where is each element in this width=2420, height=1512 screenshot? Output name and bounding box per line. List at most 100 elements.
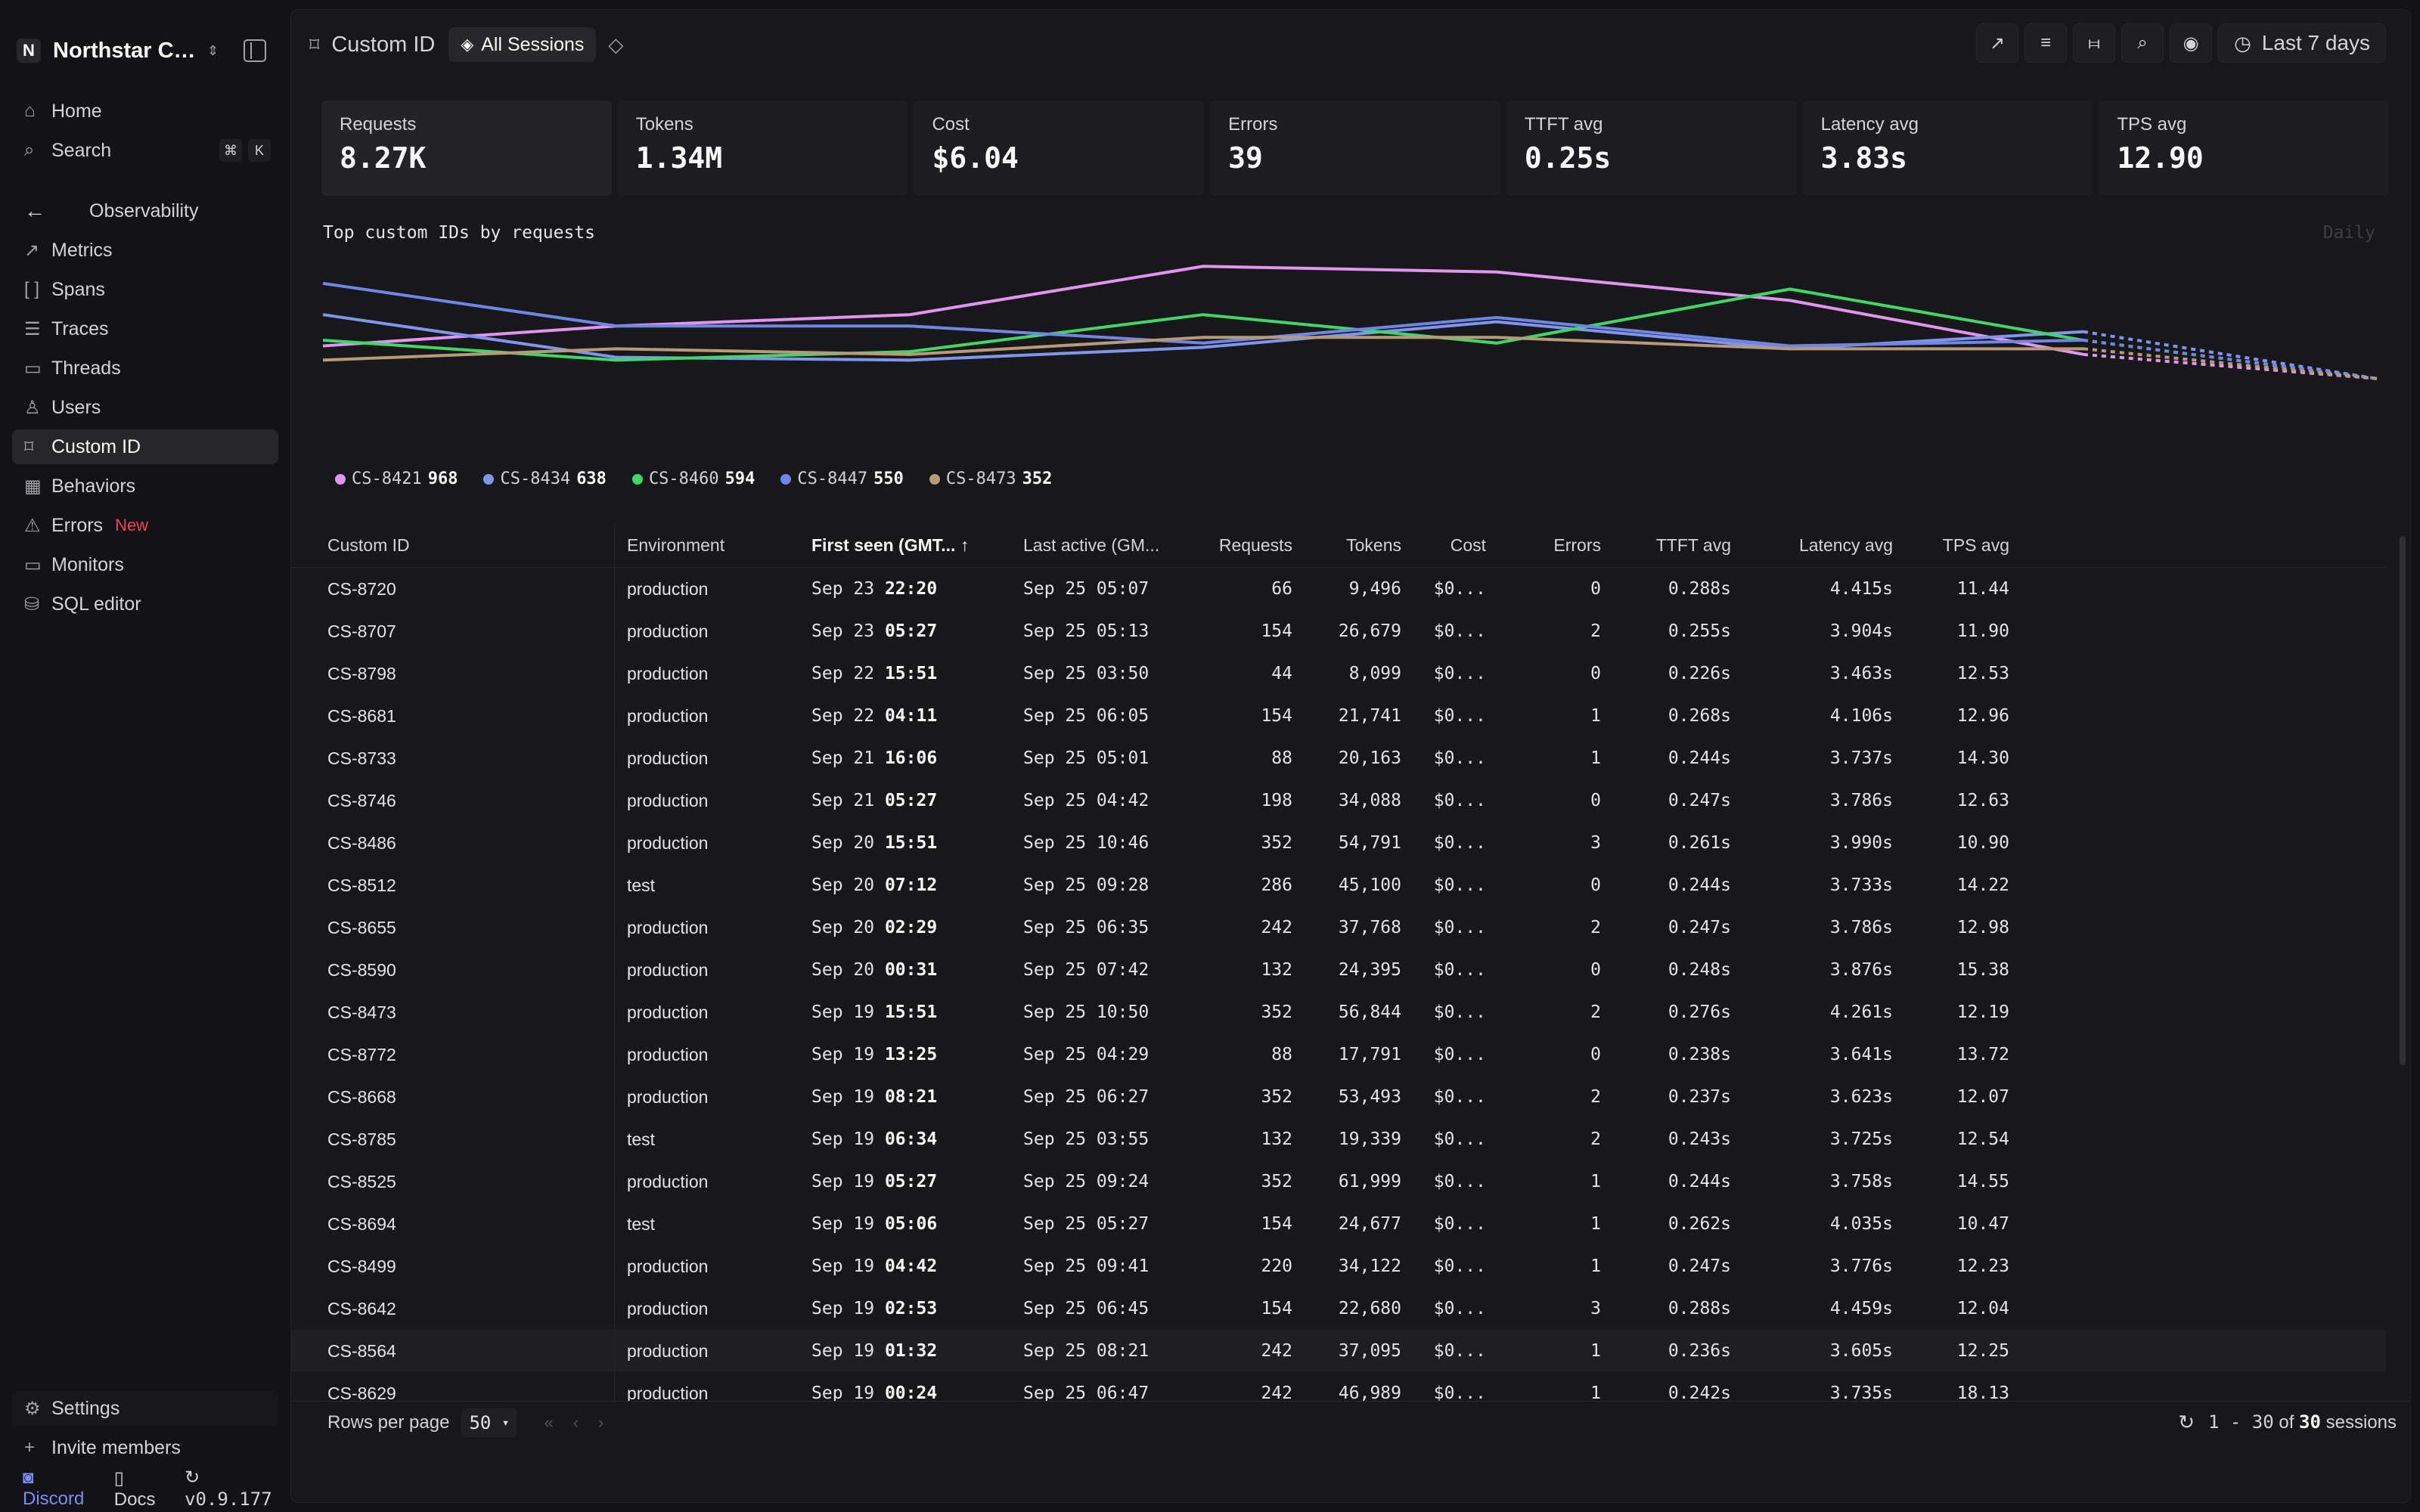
- table-row[interactable]: CS-8733 production Sep 21 16:06 Sep 25 05:0…: [291, 737, 2386, 779]
- sidebar-item-label: Metrics: [51, 239, 113, 261]
- scrollbar[interactable]: [2400, 536, 2406, 1065]
- table-row[interactable]: CS-8785 test Sep 19 06:34 Sep 25 03:55 132 19…: [291, 1118, 2386, 1160]
- nav-search[interactable]: ⌕ Search ⌘ K: [12, 133, 278, 168]
- time-range-label: Last 7 days: [2261, 31, 2370, 54]
- table-row[interactable]: CS-8655 production Sep 20 02:29 Sep 25 06:3…: [291, 906, 2386, 949]
- cell-environment: production: [627, 1383, 709, 1403]
- stat-latency[interactable]: Latency avg 3.83s: [1802, 101, 2093, 196]
- sidebar-item-metrics[interactable]: ↗ Metrics: [12, 233, 278, 268]
- table-row[interactable]: CS-8707 production Sep 23 05:27 Sep 25 05:1…: [291, 610, 2386, 652]
- legend-item[interactable]: CS-8473 352: [929, 469, 1052, 488]
- legend-item[interactable]: CS-8460 594: [631, 469, 755, 488]
- invite-members-label: Invite members: [51, 1436, 181, 1458]
- table-row[interactable]: CS-8564 production Sep 19 01:32 Sep 25 08:2…: [291, 1330, 2386, 1372]
- table-row[interactable]: CS-8668 production Sep 19 08:21 Sep 25 06:2…: [291, 1076, 2386, 1118]
- stat-tokens[interactable]: Tokens 1.34M: [617, 101, 908, 196]
- table-row[interactable]: CS-8499 production Sep 19 04:42 Sep 25 09:4…: [291, 1245, 2386, 1287]
- sidebar-item-settings[interactable]: ⚙ Settings: [12, 1391, 278, 1426]
- sidebar-item-monitors[interactable]: ▭ Monitors: [12, 547, 278, 582]
- docs-link[interactable]: ▯ Docs: [114, 1467, 169, 1510]
- sidebar-toggle-icon[interactable]: [244, 39, 266, 62]
- table-row[interactable]: CS-8629 production Sep 19 00:24 Sep 25 06:4…: [291, 1372, 2386, 1414]
- col-tokens[interactable]: Tokens: [1346, 535, 1401, 555]
- arrow-left-icon[interactable]: ←: [24, 199, 45, 222]
- sidebar-item-behaviors[interactable]: ▦ Behaviors: [12, 469, 278, 503]
- table-row[interactable]: CS-8642 production Sep 19 02:53 Sep 25 06:4…: [291, 1287, 2386, 1330]
- eye-icon[interactable]: ◉: [2170, 23, 2213, 63]
- table-row[interactable]: CS-8694 test Sep 19 05:06 Sep 25 05:27 154 24…: [291, 1203, 2386, 1245]
- invite-members-button[interactable]: + Invite members: [12, 1430, 278, 1465]
- cell-errors: 0: [1590, 664, 1601, 683]
- chart-toggle-icon[interactable]: ↗: [1976, 23, 2019, 63]
- legend-item[interactable]: CS-8447 550: [780, 469, 904, 488]
- sidebar-item-users[interactable]: ♙ Users: [12, 390, 278, 425]
- observability-header[interactable]: ← Observability: [12, 194, 199, 228]
- breadcrumb[interactable]: ⌑ Custom ID: [303, 33, 448, 57]
- table-row[interactable]: CS-8512 test Sep 20 07:12 Sep 25 09:28 286 45…: [291, 864, 2386, 906]
- chart-title: Top custom IDs by requests: [323, 223, 596, 243]
- stat-errors[interactable]: Errors 39: [1210, 101, 1500, 196]
- col-first-seen[interactable]: First seen (GMT... ↑: [805, 535, 1017, 556]
- col-latency[interactable]: Latency avg: [1798, 535, 1893, 555]
- sidebar-item-errors[interactable]: ⚠ Errors New: [12, 508, 278, 543]
- refresh-icon[interactable]: ↻: [2178, 1411, 2195, 1433]
- table-row[interactable]: CS-8473 production Sep 19 15:51 Sep 25 10:5…: [291, 991, 2386, 1033]
- col-cost[interactable]: Cost: [1450, 535, 1486, 555]
- table-row[interactable]: CS-8746 production Sep 21 05:27 Sep 25 04:4…: [291, 779, 2386, 822]
- table-row[interactable]: CS-8772 production Sep 19 13:25 Sep 25 04:2…: [291, 1033, 2386, 1076]
- table-row[interactable]: CS-8525 production Sep 19 05:27 Sep 25 09:2…: [291, 1160, 2386, 1203]
- cell-first-seen: Sep 20 07:12: [805, 875, 1017, 895]
- cell-requests: 352: [1261, 1172, 1292, 1191]
- table-row[interactable]: CS-8720 production Sep 23 22:20 Sep 25 05:0…: [291, 568, 2386, 610]
- section-title: Observability: [89, 200, 199, 222]
- sidebar-item-threads[interactable]: ▭ Threads: [12, 351, 278, 386]
- legend-item[interactable]: CS-8434 638: [483, 469, 607, 488]
- view-selector[interactable]: ◈ All Sessions: [448, 27, 597, 62]
- col-custom-id[interactable]: Custom ID: [291, 524, 615, 567]
- col-tps[interactable]: TPS avg: [1942, 535, 2009, 555]
- first-page-icon[interactable]: «: [544, 1412, 554, 1432]
- stat-requests[interactable]: Requests 8.27K: [321, 101, 612, 196]
- cell-first-seen: Sep 22 04:11: [805, 706, 1017, 726]
- col-errors[interactable]: Errors: [1553, 535, 1601, 555]
- layers-icon[interactable]: ◇: [608, 33, 624, 56]
- stat-ttft[interactable]: TTFT avg 0.25s: [1506, 101, 1797, 196]
- sidebar-item-traces[interactable]: ☰ Traces: [12, 311, 278, 346]
- book-icon: ▯: [113, 1467, 124, 1489]
- next-page-icon[interactable]: ›: [598, 1412, 604, 1432]
- stat-cost[interactable]: Cost $6.04: [914, 101, 1205, 196]
- cell-ttft: 0.244s: [1668, 1172, 1731, 1191]
- table-row[interactable]: CS-8798 production Sep 22 15:51 Sep 25 03:5…: [291, 652, 2386, 695]
- cell-latency: 3.641s: [1829, 1045, 1893, 1064]
- stat-label: Tokens: [635, 114, 693, 135]
- cell-first-seen: Sep 19 06:34: [805, 1129, 1017, 1149]
- time-range-button[interactable]: ◷ Last 7 days: [2218, 23, 2386, 63]
- search-icon[interactable]: ⌕: [2121, 23, 2164, 63]
- cell-last-active: Sep 25 07:42: [1023, 960, 1150, 980]
- filter-icon[interactable]: ≡: [2024, 23, 2068, 63]
- table-row[interactable]: CS-8486 production Sep 20 15:51 Sep 25 10:4…: [291, 822, 2386, 864]
- rows-per-page-select[interactable]: 50 ▾: [461, 1408, 517, 1437]
- cell-custom-id: CS-8733: [291, 737, 615, 779]
- table-row[interactable]: CS-8590 production Sep 20 00:31 Sep 25 07:4…: [291, 949, 2386, 991]
- stat-tps[interactable]: TPS avg 12.90: [2099, 101, 2390, 196]
- sliders-icon[interactable]: ⧦: [2073, 23, 2116, 63]
- cell-tokens: 24,395: [1338, 960, 1401, 980]
- nav-home[interactable]: ⌂ Home: [12, 94, 278, 129]
- version[interactable]: ↻ v0.9.177: [185, 1467, 290, 1510]
- col-requests[interactable]: Requests: [1218, 535, 1292, 555]
- pagination: Rows per page 50 ▾ « ‹ › ↻ 1 - 30 of 30 …: [291, 1401, 2410, 1443]
- sidebar-item-custom-id[interactable]: ⌑ Custom ID: [12, 429, 278, 464]
- col-last-active[interactable]: Last active (GM...: [1023, 535, 1160, 555]
- workspace-switcher[interactable]: N Northstar Co... ⇕: [17, 33, 219, 68]
- prev-page-icon[interactable]: ‹: [572, 1412, 579, 1432]
- legend-item[interactable]: CS-8421 968: [335, 469, 458, 488]
- discord-link[interactable]: ◙ Discord: [23, 1467, 99, 1510]
- sidebar-item-spans[interactable]: [ ] Spans: [12, 272, 278, 307]
- col-environment[interactable]: Environment: [627, 535, 725, 555]
- cell-ttft: 0.276s: [1668, 1002, 1731, 1022]
- grid-icon: ▦: [24, 476, 42, 497]
- table-row[interactable]: CS-8681 production Sep 22 04:11 Sep 25 06:0…: [291, 695, 2386, 737]
- sidebar-item-sql-editor[interactable]: ⛁ SQL editor: [12, 587, 278, 621]
- col-ttft[interactable]: TTFT avg: [1655, 535, 1731, 555]
